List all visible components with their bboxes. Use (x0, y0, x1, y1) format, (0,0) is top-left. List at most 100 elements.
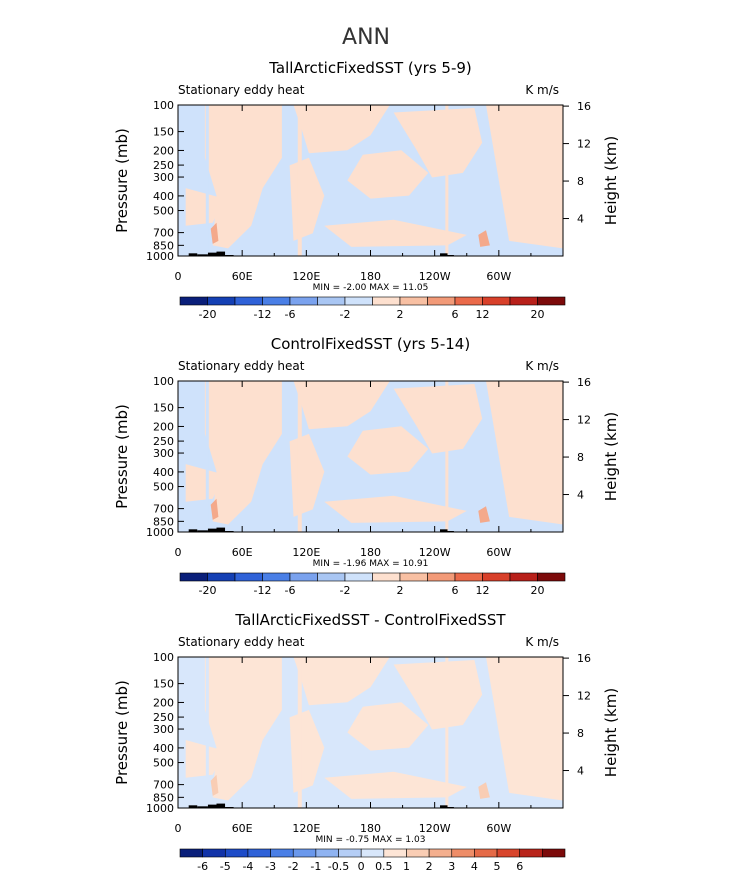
y-tick-label: 150 (153, 678, 174, 691)
colorbar-label: 20 (531, 308, 545, 321)
contour-stripe (445, 657, 449, 808)
contour-stripe (205, 657, 209, 808)
contour-region-2 (293, 105, 390, 154)
contour-region-5 (393, 108, 483, 178)
colorbar-label: -12 (254, 584, 272, 597)
colorbar-label: -4 (242, 860, 253, 872)
y-right-tick-label: 4 (577, 765, 584, 778)
contour-region-9 (210, 774, 219, 796)
colorbar-label: 3 (448, 860, 455, 872)
colorbar-swatch (315, 848, 339, 858)
colorbar-label: -1 (310, 860, 321, 872)
colorbar-swatch (509, 572, 538, 582)
x-tick-label: 180 (360, 822, 381, 835)
colorbar-label: 20 (531, 584, 545, 597)
contour-region-2 (293, 381, 390, 430)
topography-bar (188, 805, 198, 808)
contour-region-6 (486, 657, 563, 801)
colorbar-swatch (474, 848, 498, 858)
y-tick-label: 150 (153, 126, 174, 139)
colorbar-swatch (224, 848, 249, 858)
y-right-tick-label: 12 (577, 414, 591, 427)
y-tick-label: 250 (153, 159, 174, 172)
contour-region-10 (478, 782, 490, 799)
y-right-tick-label: 8 (577, 451, 584, 464)
colorbar-label: 6 (516, 860, 523, 872)
panel-left-label: Stationary eddy heat (178, 83, 305, 97)
colorbar-label: -3 (265, 860, 276, 872)
x-tick-label: 180 (360, 270, 381, 283)
contour-stripe (205, 105, 209, 256)
colorbar-swatch (262, 296, 291, 306)
colorbar-swatch (399, 572, 428, 582)
y-right-tick-label: 8 (577, 175, 584, 188)
panel-right-label: K m/s (525, 635, 559, 649)
topography-bar (440, 253, 448, 256)
contour-region-4 (347, 150, 429, 199)
colorbar-label: 0.5 (375, 860, 393, 872)
contour-stripe (297, 657, 302, 808)
y-tick-label: 200 (153, 696, 174, 709)
y-tick-label: 700 (153, 779, 174, 792)
y-right-tick-label: 12 (577, 138, 591, 151)
y-tick-label: 500 (153, 205, 174, 218)
y-right-tick-label: 16 (577, 100, 591, 113)
colorbar-swatch (406, 848, 430, 858)
panel-3: TallArcticFixedSST - ControlFixedSST Stat… (113, 611, 620, 872)
x-tick-label: 0 (175, 270, 182, 283)
topography-bar (216, 803, 226, 808)
topography-bar (216, 251, 226, 256)
y-tick-label: 200 (153, 144, 174, 157)
colorbar-swatch (482, 296, 511, 306)
colorbar-label: 2 (426, 860, 433, 872)
topography-bar (188, 529, 198, 532)
colorbar-swatch (344, 296, 373, 306)
x-tick-label: 120W (419, 546, 451, 559)
topography-bar (207, 528, 217, 532)
panel-1: TallArcticFixedSST (yrs 5-9) Stationary e… (113, 59, 620, 321)
y-right-tick-label: 16 (577, 376, 591, 389)
colorbar-label: 12 (476, 584, 490, 597)
topography-bar (188, 253, 198, 256)
x-tick-label: 120E (292, 546, 320, 559)
topography-bar (207, 804, 217, 808)
contour-stripe (445, 381, 449, 532)
y-tick-label: 300 (153, 447, 174, 460)
contour-region-8 (324, 771, 467, 799)
colorbar-label: -20 (199, 308, 217, 321)
colorbar-swatch (372, 572, 401, 582)
colorbar-swatch (262, 572, 291, 582)
y-right-axis-label: Height (km) (602, 136, 620, 225)
topography-bar (216, 527, 226, 532)
contour-region-7 (185, 740, 225, 778)
contour-stripe (445, 105, 449, 256)
min-max-label: MIN = -2.00 MAX = 11.05 (313, 283, 429, 293)
contour-stripe (205, 381, 209, 532)
colorbar-swatch (372, 296, 401, 306)
topography-bar (440, 805, 448, 808)
y-tick-label: 300 (153, 171, 174, 184)
colorbar-swatch (202, 848, 226, 858)
colorbar-swatch (207, 296, 236, 306)
x-tick-label: 60W (486, 546, 511, 559)
y-tick-label: 1000 (146, 526, 174, 539)
y-right-tick-label: 4 (577, 489, 584, 502)
colorbar-label: -6 (197, 860, 208, 872)
y-tick-label: 400 (153, 466, 174, 479)
colorbar-label: 1 (403, 860, 410, 872)
y-tick-label: 500 (153, 481, 174, 494)
x-tick-label: 120W (419, 822, 451, 835)
y-tick-label: 700 (153, 503, 174, 516)
colorbar-label: -5 (220, 860, 231, 872)
colorbar-label: -2 (340, 308, 351, 321)
contour-region-7 (185, 188, 225, 226)
colorbar-swatch (234, 296, 263, 306)
colorbar-swatch (234, 572, 263, 582)
x-tick-label: 180 (360, 546, 381, 559)
y-tick-label: 100 (153, 651, 174, 664)
contour-region-2 (293, 657, 390, 706)
y-tick-label: 1000 (146, 802, 174, 815)
colorbar-swatch (383, 848, 407, 858)
colorbar-swatch (338, 848, 362, 858)
figure-title: ANN (342, 25, 390, 50)
